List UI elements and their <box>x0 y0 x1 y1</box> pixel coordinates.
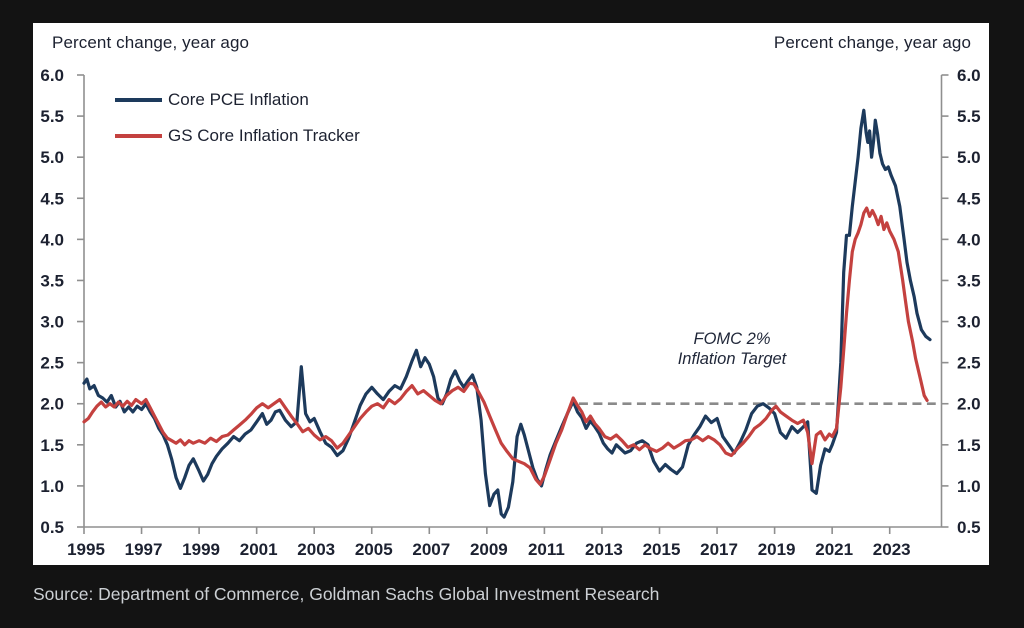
gs-core-inflation-tracker-line <box>82 206 929 486</box>
x-tick-label: 1997 <box>125 540 163 559</box>
right-y-tick-label: 1.0 <box>957 477 981 496</box>
core-pce-inflation-line <box>82 108 932 519</box>
right-y-tick-label: 1.5 <box>957 436 981 455</box>
x-tick-label: 2013 <box>585 540 623 559</box>
left-y-tick-label: 4.0 <box>40 230 64 249</box>
x-tick-label: 2023 <box>873 540 911 559</box>
chart-panel: Percent change, year ago Percent change,… <box>33 23 989 565</box>
left-y-tick-label: 3.5 <box>40 271 64 290</box>
right-y-tick-label: 6.0 <box>957 66 981 85</box>
right-y-tick-label: 3.0 <box>957 313 981 332</box>
left-y-tick-label: 5.5 <box>40 107 64 126</box>
right-y-tick-label: 4.0 <box>957 230 981 249</box>
x-tick-label: 2017 <box>700 540 738 559</box>
legend-label-core-pce: Core PCE Inflation <box>168 90 309 109</box>
left-y-tick-label: 3.0 <box>40 313 64 332</box>
fomc-target-annotation: FOMC 2% Inflation Target <box>627 329 837 369</box>
left-y-tick-label: 4.5 <box>40 189 64 208</box>
left-y-tick-label: 1.0 <box>40 477 64 496</box>
left-y-tick-label: 5.0 <box>40 148 64 167</box>
right-y-tick-label: 5.0 <box>957 148 981 167</box>
x-tick-label: 2019 <box>758 540 796 559</box>
right-y-tick-label: 3.5 <box>957 271 981 290</box>
x-tick-label: 2009 <box>470 540 508 559</box>
left-y-tick-label: 1.5 <box>40 436 64 455</box>
core-pce-line-swatch <box>115 98 162 102</box>
x-tick-label: 2021 <box>815 540 853 559</box>
x-tick-label: 2011 <box>528 540 565 559</box>
x-tick-label: 2015 <box>643 540 681 559</box>
right-y-tick-label: 0.5 <box>957 518 981 537</box>
x-tick-label: 2003 <box>297 540 335 559</box>
left-y-tick-label: 2.0 <box>40 395 64 414</box>
left-axis-title: Percent change, year ago <box>52 33 250 52</box>
fomc-target-annotation-line1: FOMC 2% <box>693 330 771 348</box>
gs-tracker-line-swatch <box>115 134 162 138</box>
left-y-tick-label: 6.0 <box>40 66 64 85</box>
x-tick-label: 1995 <box>67 540 105 559</box>
left-y-tick-label: 0.5 <box>40 518 64 537</box>
right-y-tick-label: 4.5 <box>957 189 981 208</box>
x-tick-label: 2005 <box>355 540 393 559</box>
chart-canvas: 6.0 6.0 5.5 5.5 5.0 5.0 4.5 4.5 4.0 4.0 3.5 3.5 3.0 3… <box>40 66 981 559</box>
legend-label-gs-tracker: GS Core Inflation Tracker <box>168 126 360 145</box>
x-tick-label: 1999 <box>182 540 220 559</box>
x-tick-label: 2007 <box>412 540 450 559</box>
right-y-tick-label: 2.0 <box>957 395 981 414</box>
legend: Core PCE Inflation GS Core Inflation Tra… <box>115 89 360 147</box>
x-tick-label: 2001 <box>240 540 278 559</box>
source-text: Source: Department of Commerce, Goldman … <box>33 584 660 604</box>
left-y-tick-label: 2.5 <box>40 354 64 373</box>
fomc-target-annotation-line2: Inflation Target <box>677 350 787 368</box>
right-axis-title: Percent change, year ago <box>773 33 971 52</box>
right-y-tick-label: 2.5 <box>957 354 981 373</box>
legend-item-core-pce: Core PCE Inflation <box>115 89 360 111</box>
right-y-tick-label: 5.5 <box>957 107 981 126</box>
legend-item-gs-tracker: GS Core Inflation Tracker <box>115 125 360 147</box>
